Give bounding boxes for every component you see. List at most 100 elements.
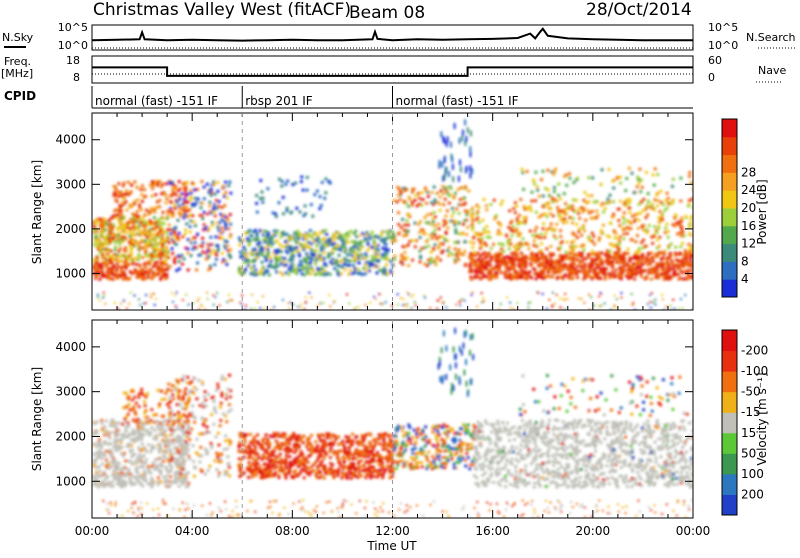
scatter-cell — [434, 224, 437, 227]
scatter-cell — [452, 211, 455, 214]
scatter-cell — [161, 183, 164, 186]
scatter-cell — [555, 200, 558, 203]
scatter-cell — [99, 220, 102, 223]
scatter-cell — [199, 214, 202, 217]
scatter-cell — [619, 176, 622, 179]
scatter-cell — [650, 307, 652, 309]
scatter-cell — [97, 475, 100, 478]
colorbar-segment — [722, 172, 737, 190]
scatter-cell — [131, 462, 134, 465]
scatter-cell — [119, 247, 122, 250]
scatter-cell — [617, 219, 620, 222]
scatter-cell — [138, 460, 141, 463]
scatter-cell — [134, 413, 137, 416]
scatter-cell — [631, 293, 633, 295]
scatter-cell — [512, 275, 515, 278]
scatter-cell — [317, 236, 320, 239]
scatter-cell — [672, 178, 675, 181]
scatter-cell — [128, 235, 131, 238]
scatter-cell — [396, 200, 399, 203]
scatter-cell — [263, 308, 265, 310]
scatter-cell — [527, 247, 530, 250]
scatter-cell — [187, 428, 190, 431]
scatter-cell — [150, 293, 152, 295]
scatter-cell — [606, 258, 609, 261]
scatter-cell — [262, 266, 265, 269]
scatter-cell — [125, 189, 128, 192]
scatter-cell — [575, 223, 578, 226]
scatter-cell — [533, 182, 536, 185]
scatter-cell — [511, 234, 514, 237]
scatter-cell — [154, 262, 157, 265]
scatter-cell — [278, 178, 281, 181]
scatter-cell — [187, 238, 190, 241]
scatter-cell — [155, 226, 158, 229]
scatter-cell — [453, 195, 456, 198]
scatter-cell — [222, 413, 225, 416]
scatter-cell — [454, 231, 457, 234]
scatter-cell — [203, 420, 206, 423]
scatter-cell — [599, 256, 602, 259]
scatter-cell — [400, 191, 403, 194]
scatter-cell — [295, 240, 298, 243]
scatter-cell — [485, 275, 488, 278]
scatter-cell — [179, 454, 182, 457]
scatter-cell — [123, 418, 126, 421]
scatter-cell — [317, 272, 320, 275]
scatter-cell — [139, 231, 142, 234]
scatter-cell — [115, 439, 118, 442]
scatter-cell — [127, 221, 130, 224]
scatter-cell — [673, 224, 676, 227]
scatter-cell — [364, 264, 367, 267]
scatter-cell — [510, 252, 513, 255]
scatter-cell — [216, 207, 219, 210]
scatter-cell — [100, 481, 103, 484]
scatter-cell — [470, 278, 473, 281]
scatter-cell — [454, 123, 456, 129]
scatter-cell — [452, 164, 454, 170]
scatter-cell — [446, 209, 449, 212]
scatter-cell — [149, 211, 152, 214]
scatter-cell — [134, 200, 137, 203]
scatter-cell — [653, 269, 656, 272]
scatter-cell — [121, 216, 124, 219]
scatter-cell — [170, 182, 173, 185]
scatter-cell — [411, 259, 414, 262]
scatter-cell — [179, 476, 182, 479]
scatter-cell — [515, 205, 518, 208]
scatter-cell — [385, 301, 387, 303]
scatter-cell — [316, 255, 319, 258]
scatter-cell — [150, 207, 153, 210]
scatter-cell — [176, 292, 178, 294]
scatter-cell — [228, 443, 231, 446]
scatter-cell — [542, 205, 545, 208]
scatter-cell — [214, 193, 217, 196]
scatter-cell — [583, 265, 586, 268]
scatter-cell — [145, 458, 148, 461]
scatter-cell — [191, 203, 194, 206]
scatter-cell — [176, 307, 178, 309]
scatter-cell — [578, 227, 581, 230]
scatter-cell — [134, 234, 137, 237]
scatter-cell — [625, 263, 628, 266]
scatter-cell — [144, 224, 147, 227]
scatter-cell — [142, 428, 145, 431]
scatter-cell — [203, 211, 206, 214]
scatter-cell — [552, 253, 555, 256]
scatter-cell — [228, 253, 231, 256]
scatter-cell — [242, 261, 245, 264]
scatter-cell — [168, 209, 171, 212]
scatter-cell — [565, 174, 568, 177]
scatter-cell — [104, 275, 107, 278]
scatter-cell — [145, 294, 147, 296]
scatter-cell — [329, 182, 332, 185]
scatter-cell — [646, 263, 649, 266]
scatter-cell — [216, 226, 219, 229]
scatter-cell — [510, 220, 513, 223]
scatter-cell — [186, 248, 189, 251]
scatter-cell — [478, 206, 481, 209]
scatter-cell — [178, 466, 181, 469]
scatter-cell — [261, 191, 264, 194]
scatter-cell — [304, 236, 307, 239]
scatter-cell — [122, 184, 125, 187]
